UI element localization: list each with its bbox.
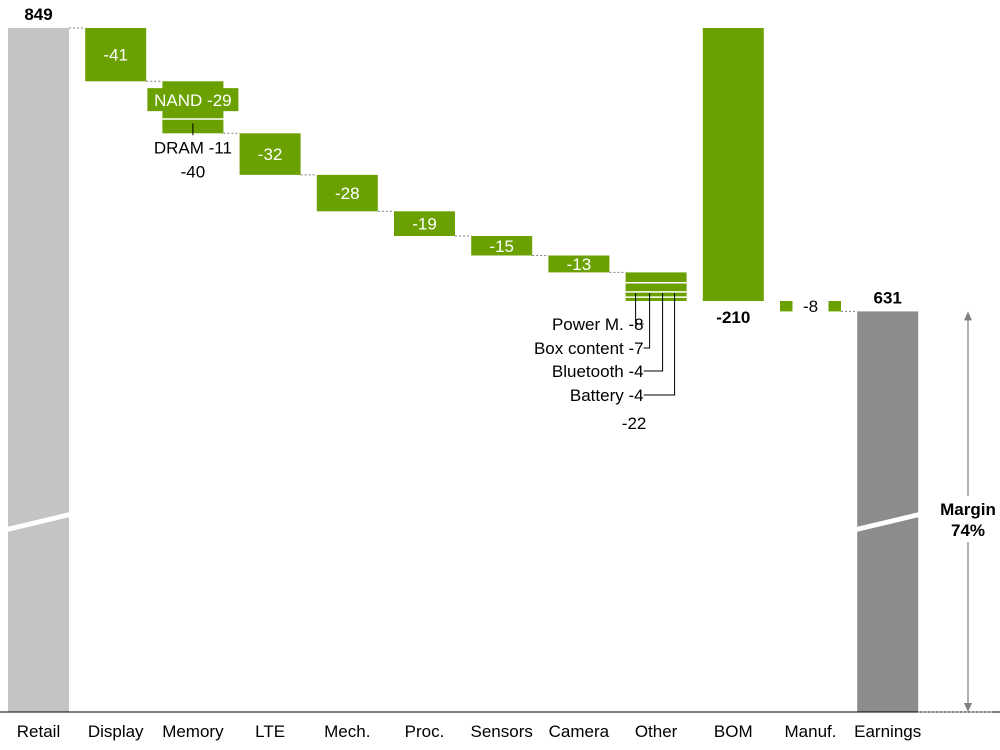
category-label-proc: Proc.	[405, 722, 445, 741]
leader-line-box-content	[643, 293, 651, 349]
value-label-memory: -40	[181, 162, 206, 181]
value-label-other: -22	[622, 414, 647, 433]
bars-layer	[7, 27, 920, 712]
bar-proc	[394, 211, 455, 236]
margin-label-line2: 74%	[951, 521, 985, 540]
leader-line-power-m	[635, 293, 644, 325]
bar-display	[85, 28, 147, 82]
value-label-retail: 849	[24, 5, 52, 24]
value-label-camera: -13	[567, 255, 592, 274]
value-label-earnings: 631	[874, 288, 902, 307]
segment-label-nand: NAND -29	[154, 91, 231, 110]
value-label-display: -41	[103, 46, 128, 65]
margin-arrow-head-up	[964, 311, 972, 321]
category-label-memory: Memory	[162, 722, 224, 741]
bar-lte	[239, 133, 301, 175]
value-label-bg-manuf	[792, 297, 829, 315]
segment-label-dram: DRAM -11	[154, 138, 232, 157]
category-label-other: Other	[635, 722, 678, 741]
leader-line-battery	[643, 293, 676, 396]
value-label-lte: -32	[258, 145, 283, 164]
margin-arrow-head-down	[964, 703, 972, 712]
bar-bom	[702, 28, 764, 301]
margin-label-line1: Margin	[940, 500, 996, 519]
category-label-bom: BOM	[714, 722, 753, 741]
axis-break-retail	[7, 512, 70, 532]
bar-camera	[548, 255, 610, 273]
leader-line-bluetooth	[643, 293, 664, 372]
category-label-display: Display	[88, 722, 144, 741]
category-label-mech: Mech.	[324, 722, 370, 741]
segment-label-box-nand	[147, 88, 239, 112]
segment-label-power-m: Power M. -8	[552, 315, 644, 334]
value-label-mech: -28	[335, 184, 360, 203]
axis-break-earnings	[856, 512, 920, 532]
category-label-lte: LTE	[255, 722, 285, 741]
category-label-earnings: Earnings	[854, 722, 921, 741]
labels-layer: 849 -41 NAND -29 DRAM -11 -40 -32 -28 -19 -15 -13…	[24, 5, 902, 433]
category-label-retail: Retail	[17, 722, 60, 741]
segment-label-box-content: Box content -7	[534, 339, 644, 358]
category-label-manuf: Manuf.	[785, 722, 837, 741]
bar-mech	[316, 174, 378, 212]
value-label-sensors: -15	[489, 237, 514, 256]
margin-label-bg	[934, 496, 1000, 542]
bar-sensors	[471, 236, 533, 256]
margin-annotation: Margin 74%	[918, 311, 1000, 713]
category-labels-layer: Retail Display Memory LTE Mech. Proc. Sensors C…	[0, 711, 1000, 741]
value-label-bom: -210	[716, 308, 750, 327]
category-label-sensors: Sensors	[471, 722, 533, 741]
value-label-manuf: -8	[803, 297, 818, 316]
bar-earnings	[857, 311, 919, 712]
segment-label-bluetooth: Bluetooth -4	[552, 362, 644, 381]
bar-retail	[8, 28, 69, 712]
segment-label-battery: Battery -4	[570, 386, 644, 405]
category-label-camera: Camera	[549, 722, 610, 741]
value-label-proc: -19	[412, 215, 437, 234]
